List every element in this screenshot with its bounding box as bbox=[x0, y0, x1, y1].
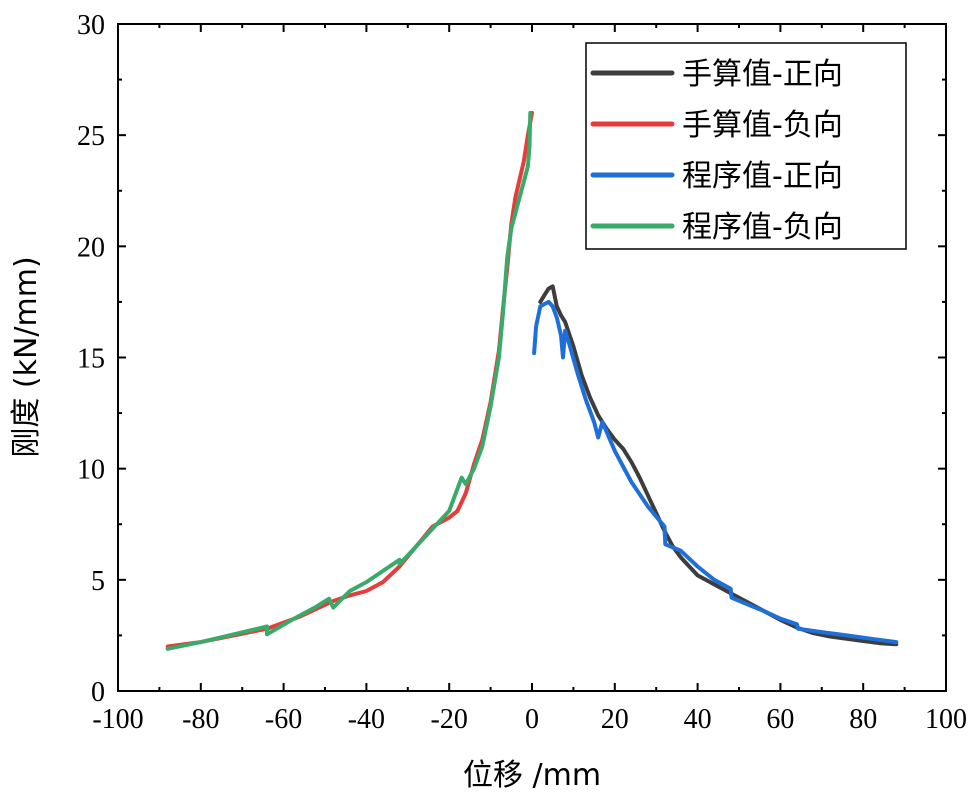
y-tick-label: 20 bbox=[77, 232, 105, 263]
legend-box bbox=[585, 42, 907, 250]
y-tick-label: 15 bbox=[77, 344, 105, 375]
series-line-3 bbox=[532, 299, 899, 645]
x-axis-title: 位移 /mm bbox=[463, 758, 601, 793]
x-tick-label: 20 bbox=[601, 704, 629, 735]
legend-label-3: 程序值-正向 bbox=[682, 159, 843, 194]
y-tick-label: 5 bbox=[91, 566, 105, 597]
legend-label-2: 手算值-负向 bbox=[682, 108, 843, 143]
tick-layer: -100 -80 -60 -40 -20 0 20 40 60 80 100 0 5 10 15 20 25 30 bbox=[77, 10, 967, 735]
series-line-4 bbox=[165, 110, 533, 651]
y-tick-label: 10 bbox=[77, 455, 105, 486]
y-tick-label: 0 bbox=[91, 677, 105, 708]
x-tick-label: -20 bbox=[431, 704, 468, 735]
legend-label-1: 手算值-正向 bbox=[682, 57, 843, 92]
x-tick-label: 40 bbox=[684, 704, 712, 735]
x-tick-label: -80 bbox=[182, 704, 219, 735]
x-tick-label: 60 bbox=[766, 704, 794, 735]
y-tick-label: 25 bbox=[77, 121, 105, 152]
y-axis-title: 刚度 (kN/mm) bbox=[9, 256, 44, 457]
series-layer bbox=[165, 110, 899, 651]
x-tick-label: -100 bbox=[92, 704, 143, 735]
x-tick-label: -40 bbox=[348, 704, 385, 735]
x-tick-label: -60 bbox=[265, 704, 302, 735]
x-tick-label: 0 bbox=[525, 704, 539, 735]
x-tick-label: 80 bbox=[849, 704, 877, 735]
x-tick-label: 100 bbox=[925, 704, 967, 735]
y-tick-label: 30 bbox=[77, 10, 105, 41]
legend-label-4: 程序值-负向 bbox=[682, 210, 843, 245]
